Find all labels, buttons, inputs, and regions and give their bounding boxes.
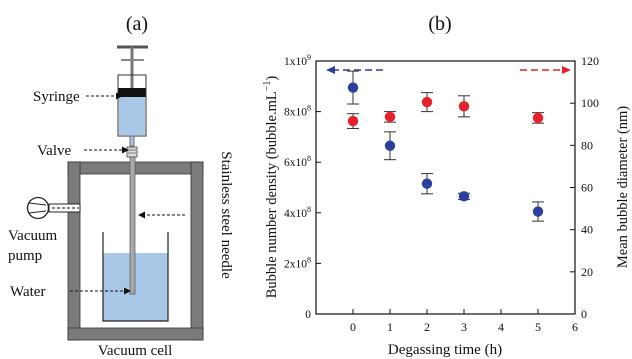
left-y-tick-exponent: 8 [307,255,311,264]
panel-a: (a) [8,13,234,359]
series-direction-arrows [326,66,571,74]
data-points [347,70,544,222]
panel-a-label: (a) [126,13,148,35]
left-y-tick-label: 4x108 [284,205,311,220]
syringe-fluid [119,97,145,135]
right-y-tick-label: 0 [581,307,587,321]
x-tick-label: 1 [387,320,393,334]
x-tick-label: 0 [350,320,356,334]
diameter-point [532,112,544,124]
x-axis-ticks: 0 1 2 3 4 5 6 [350,309,578,334]
right-y-tick-label: 40 [581,223,593,237]
left-y-tick-base: 6x10 [284,157,307,169]
density-point [532,206,544,217]
left-y-tick-base: 1x10 [284,56,307,68]
diameter-point [384,111,396,123]
left-axis-label-text: Bubble number density (bubble.mL [264,91,280,298]
diameter-axis-arrowhead [562,66,571,74]
x-tick-label: 2 [424,320,430,334]
left-axis-label-close: ) [264,76,280,81]
left-y-tick-label: 1x109 [284,53,311,68]
left-y-tick-base: 0 [305,309,311,321]
diameter-point [347,115,359,127]
x-tick-label: 4 [498,320,504,334]
right-y-tick-label: 100 [581,96,599,110]
needle-label: Stainless steel needle [218,151,234,279]
density-point [384,140,396,151]
diameter-point [421,96,433,108]
pump-label: pump [8,248,42,264]
right-axis-label: Mean bubble diameter (nm) [615,106,631,268]
left-axis-label: Bubble number density (bubble.mL−1) [262,76,280,299]
leader-lines [52,95,185,292]
beaker [102,232,169,322]
x-tick-label: 6 [572,320,578,334]
density-point [421,178,433,189]
plunger [118,88,146,97]
stainless-steel-needle [129,156,136,295]
left-y-tick-exponent: 8 [307,154,311,163]
left-axis-label-sup: −1 [262,81,273,92]
vacuum-cell-walls [67,161,204,341]
left-y-tick-label: 6x108 [284,154,311,169]
x-axis-label: Degassing time (h) [388,342,502,358]
vacuum-label: Vacuum [8,228,57,244]
left-y-tick-exponent: 8 [307,205,311,214]
left-y-tick-base: 4x10 [284,208,307,220]
leader-arrowheads [116,92,145,295]
diameter-point [458,101,470,112]
left-y-tick-exponent: 8 [307,104,311,113]
left-y-tick-label: 0 [305,309,311,321]
density-point [347,82,359,93]
vacuum-cell-label: Vacuum cell [98,343,173,359]
syringe-label: Syringe [33,89,80,105]
right-y-tick-label: 120 [581,54,599,68]
left-y-tick-label: 8x108 [284,104,311,119]
left-y-tick-label: 2x108 [284,255,311,270]
density-axis-arrowhead [326,66,335,74]
left-y-tick-base: 2x10 [284,258,307,270]
left-y-tick-exponent: 9 [307,53,311,62]
water-label: Water [10,284,45,300]
right-y-tick-label: 60 [581,181,593,195]
plot-frame [315,60,576,315]
right-axis-ticks: 0 20 40 60 80 100 120 [570,54,599,321]
valve-diagram [126,146,138,158]
right-y-tick-label: 20 [581,265,593,279]
valve-label: Valve [37,143,71,159]
right-y-tick-label: 80 [581,138,593,152]
panel-b-label: (b) [428,13,451,35]
x-tick-label: 5 [535,320,541,334]
left-y-tick-base: 8x10 [284,107,307,119]
x-tick-label: 3 [461,320,467,334]
density-point [458,191,470,202]
syringe-diagram [117,45,148,147]
